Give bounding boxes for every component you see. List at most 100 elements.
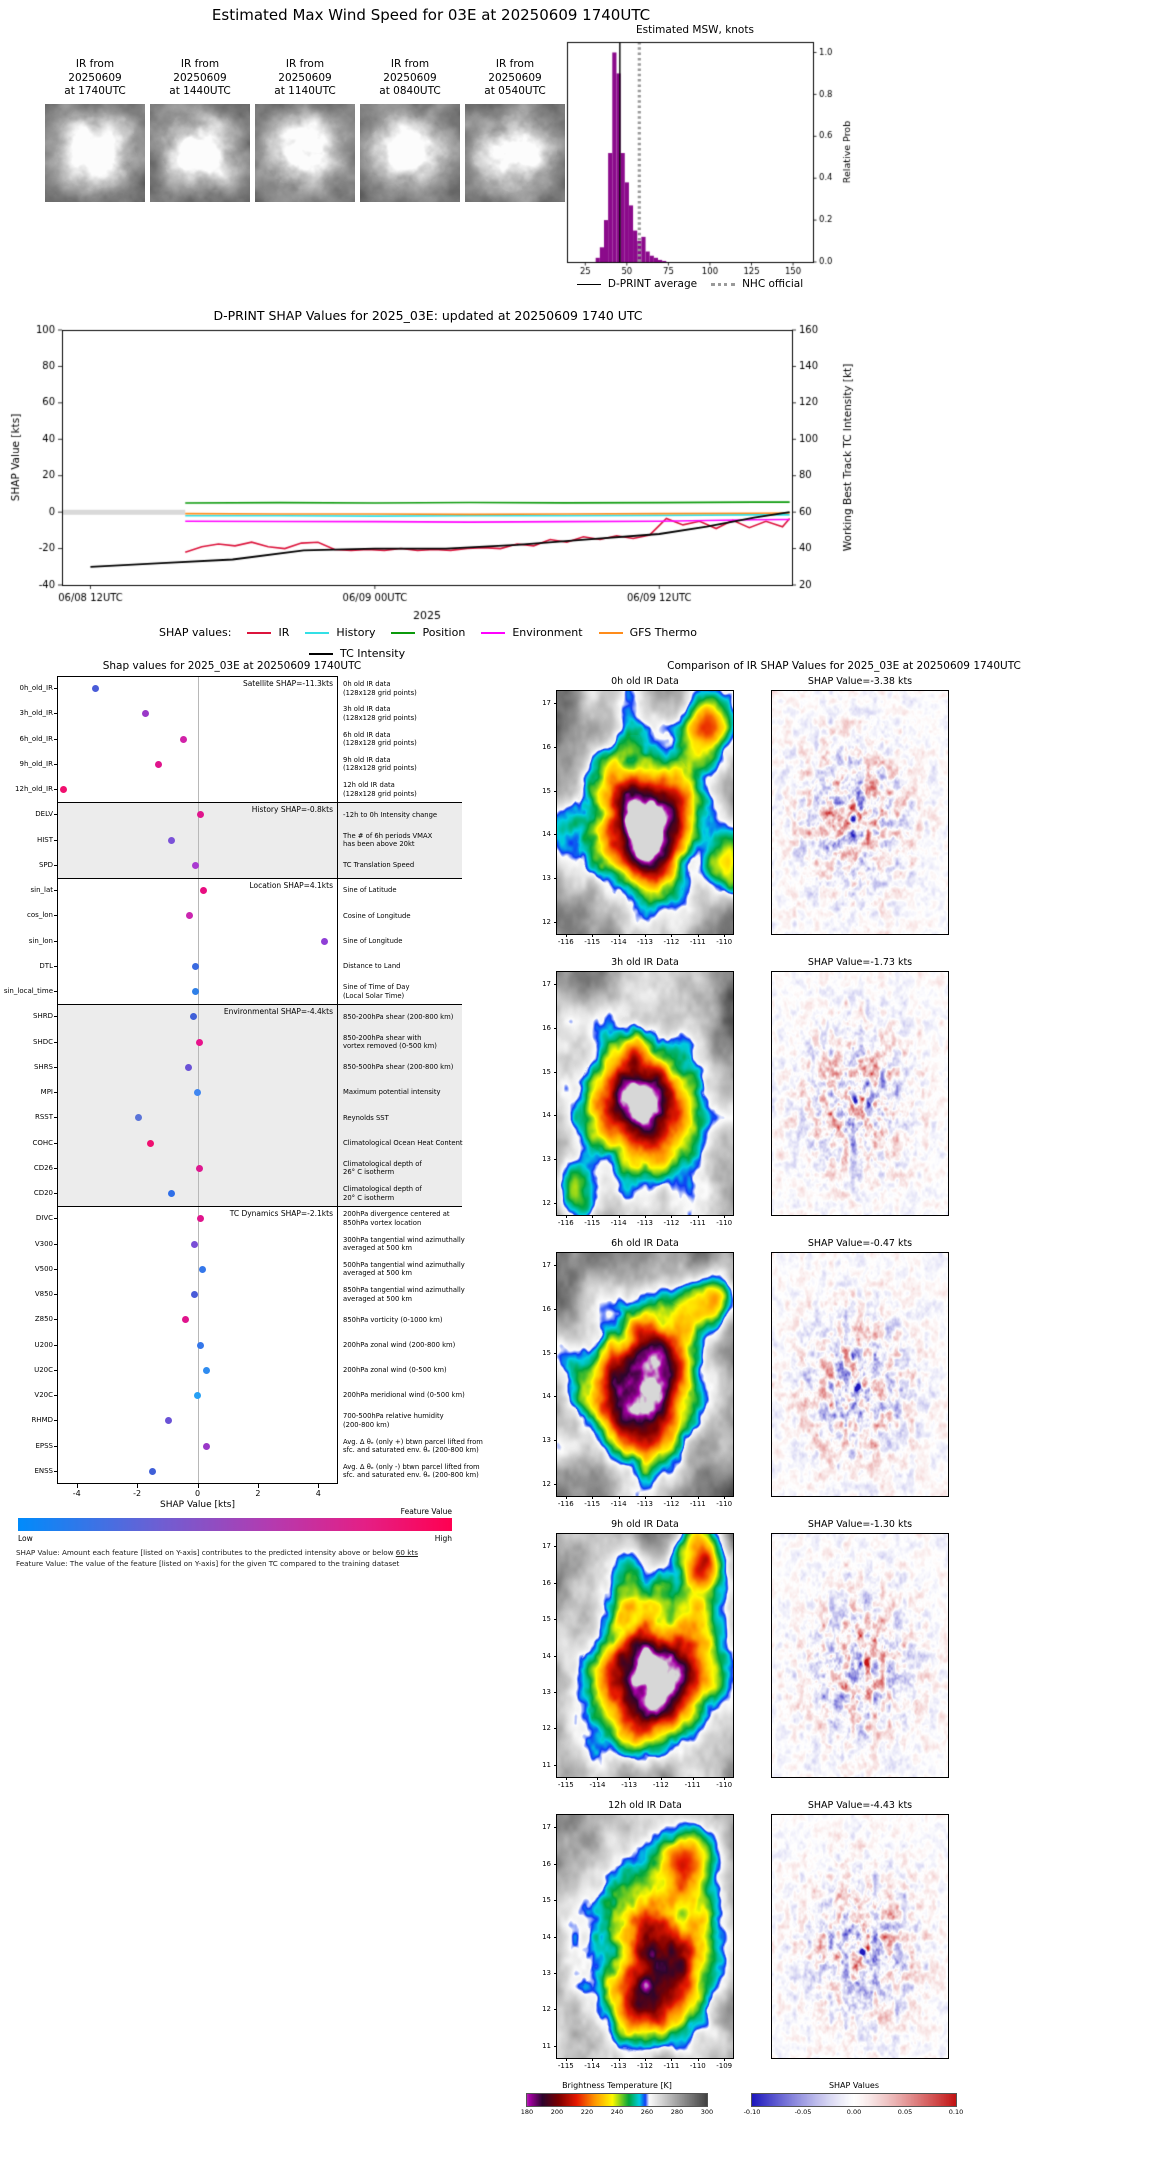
- lat-tick-label: 16: [542, 1859, 551, 1868]
- lat-tick-label: 14: [542, 1111, 551, 1120]
- feature-dot: [190, 1291, 198, 1299]
- feature-label: EPSS: [35, 1441, 53, 1450]
- feature-label: U20C: [34, 1365, 53, 1374]
- nhc-official-label: NHC official: [742, 278, 804, 290]
- y-tick-mark: [54, 1117, 57, 1119]
- lat-tick-mark: [554, 1352, 557, 1354]
- y-tick-mark: [54, 1041, 57, 1043]
- ir-thumbnail-image: [360, 103, 460, 202]
- feature-description: 850hPa vorticity (0-1000 km): [343, 1315, 443, 1324]
- y-tick-mark: [54, 688, 57, 690]
- feature-description: -12h to 0h Intensity change: [343, 810, 438, 819]
- lat-tick-mark: [554, 878, 557, 880]
- lon-tick-mark: [592, 1215, 594, 1218]
- shap-panel-title: SHAP Value=-1.73 kts: [807, 957, 913, 968]
- feature-description: 0h old IR data (128x128 grid points): [343, 680, 417, 697]
- y-tick-mark: [54, 1470, 57, 1472]
- lat-tick-label: 17: [542, 1823, 551, 1832]
- footnote-shap-value-highlight: 60 kts: [395, 1548, 418, 1557]
- feature-dot: [320, 937, 328, 945]
- x-tick-mark: [197, 1484, 199, 1488]
- feature-dot: [179, 735, 187, 743]
- y-tick-mark: [54, 1268, 57, 1270]
- feature-dot: [165, 1417, 173, 1425]
- shap-values-colorbar-label: SHAP Values: [828, 2081, 880, 2090]
- y-tick-mark: [54, 1066, 57, 1068]
- lon-tick-mark: [618, 1496, 620, 1499]
- lat-tick-label: 11: [542, 1760, 551, 1769]
- feature-dot: [148, 1467, 156, 1475]
- feature-dot: [194, 1392, 201, 1400]
- lon-tick-mark: [697, 2058, 699, 2061]
- lon-tick-label: -110: [689, 2062, 706, 2070]
- lat-tick-mark: [554, 1546, 557, 1548]
- shap-panel-title: SHAP Value=-3.38 kts: [807, 676, 913, 687]
- feature-label: CD20: [33, 1189, 53, 1198]
- lon-tick-label: -111: [689, 1219, 706, 1227]
- timeseries-legend-row2: TC Intensity: [309, 647, 405, 660]
- legend-label-tc-intensity: TC Intensity: [340, 647, 406, 660]
- shap-value-image: [771, 1814, 949, 2059]
- feature-label: 12h_old_IR: [15, 785, 53, 794]
- legend-item-position: Position: [391, 626, 465, 639]
- y-tick-mark: [54, 1142, 57, 1144]
- feature-dot: [154, 760, 162, 768]
- lat-tick-mark: [554, 1027, 557, 1029]
- feature-label: sin_lon: [28, 936, 53, 945]
- lat-tick-label: 12: [542, 917, 551, 926]
- feature-label: SHRS: [33, 1062, 53, 1071]
- feature-label: V500: [34, 1264, 53, 1273]
- lon-tick-label: -115: [557, 1781, 574, 1789]
- group-header: Location SHAP=4.1kts: [249, 880, 333, 890]
- feature-dot: [198, 1265, 206, 1273]
- ir-thumbnail-label: IR from 20250609 at 1440UTC: [169, 58, 231, 97]
- group-shading: [57, 1004, 462, 1207]
- lon-tick-label: -115: [584, 938, 601, 946]
- page-title: Estimated Max Wind Speed for 03E at 2025…: [211, 6, 651, 24]
- feature-label: cos_lon: [27, 911, 53, 920]
- dotplot-frame: [57, 676, 338, 1484]
- feature-label: 0h_old_IR: [19, 684, 54, 693]
- y-tick-mark: [54, 890, 57, 892]
- ir-panel-title: 0h old IR Data: [611, 676, 679, 687]
- lon-tick-mark: [618, 2058, 620, 2061]
- group-header: TC Dynamics SHAP=-2.1kts: [229, 1208, 333, 1218]
- y-tick-mark: [54, 1344, 57, 1346]
- feature-dot: [192, 988, 200, 996]
- lat-tick-label: 13: [542, 1155, 551, 1164]
- lat-tick-label: 13: [542, 1687, 551, 1696]
- lon-tick-mark: [724, 2058, 726, 2061]
- y-tick-mark: [54, 1319, 57, 1321]
- lat-tick-mark: [554, 1936, 557, 1938]
- lon-tick-label: -115: [557, 2062, 574, 2070]
- shap-values-colorbar: [751, 2093, 957, 2107]
- ir-thumbnail: IR from 20250609 at 1740UTC: [45, 58, 145, 202]
- bt-colorbar-tick: 280: [670, 2108, 684, 2116]
- lat-tick-label: 15: [542, 1896, 551, 1905]
- feature-dot: [200, 887, 208, 895]
- shap-panel-title: SHAP Value=-4.43 kts: [807, 1800, 913, 1811]
- lon-tick-mark: [629, 1777, 631, 1780]
- feature-description: 9h old IR data (128x128 grid points): [343, 755, 417, 773]
- shap-panel-title: SHAP Value=-1.30 kts: [807, 1519, 913, 1530]
- lon-tick-mark: [671, 1215, 673, 1218]
- timeseries-title: D-PRINT SHAP Values for 2025_03E: update…: [213, 308, 643, 323]
- lon-tick-mark: [565, 1496, 567, 1499]
- legend-label-environment: Environment: [512, 626, 583, 639]
- ir-panel-title: 12h old IR Data: [608, 1800, 682, 1811]
- y-tick-mark: [54, 915, 57, 917]
- zero-line: [197, 676, 199, 1484]
- feature-description: 850-500hPa shear (200-800 km): [343, 1063, 454, 1072]
- legend-swatch-environment: [481, 631, 506, 634]
- feature-description: Climatological depth of 26° C isotherm: [343, 1159, 422, 1177]
- group-separator: [57, 1004, 462, 1006]
- y-tick-mark: [54, 1294, 57, 1296]
- feature-description: 200hPa zonal wind (200-800 km): [343, 1340, 456, 1349]
- bt-colorbar-tick: 300: [700, 2108, 714, 2116]
- feature-description: Climatological depth of 20° C isotherm: [343, 1185, 422, 1202]
- group-header: History SHAP=-0.8kts: [251, 804, 333, 814]
- legend-swatch-gfs-thermo: [598, 631, 623, 634]
- lat-tick-mark: [554, 2009, 557, 2011]
- lon-tick-label: -113: [637, 1500, 653, 1508]
- lon-tick-label: -112: [652, 1781, 669, 1789]
